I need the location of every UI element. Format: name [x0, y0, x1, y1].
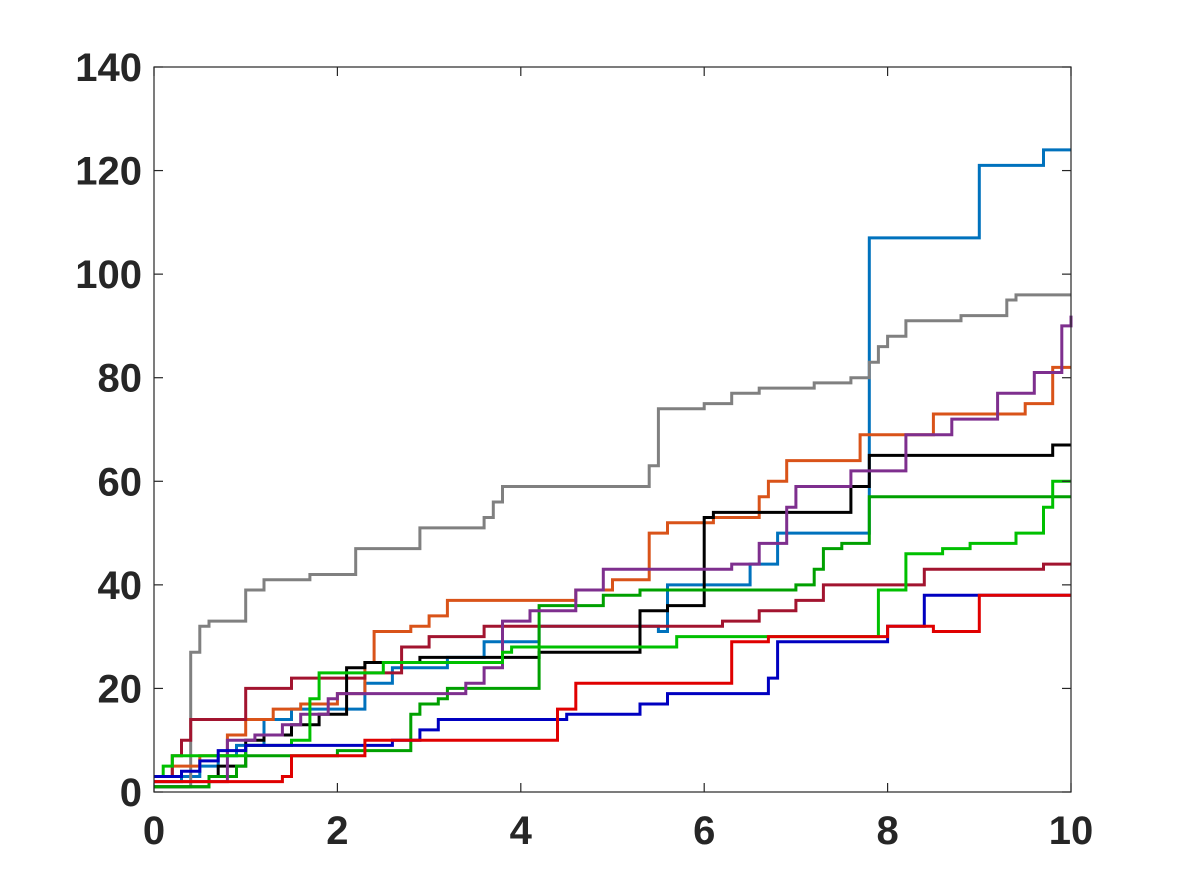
y-tick-label: 40 [98, 564, 143, 608]
series-line-4 [154, 562, 1071, 778]
y-tick-label: 60 [98, 460, 143, 504]
series-line-2 [154, 293, 1071, 789]
y-tick-label: 100 [75, 253, 142, 297]
y-tick-label: 120 [75, 150, 142, 194]
series-line-3 [154, 365, 1071, 778]
x-tick-label: 0 [143, 809, 165, 853]
y-tick-label: 140 [75, 46, 142, 90]
series-line-6 [154, 495, 1071, 789]
x-tick-label: 4 [510, 809, 533, 853]
series-line-5 [154, 443, 1071, 789]
y-tick-label: 20 [98, 667, 143, 711]
y-tick-label: 80 [98, 357, 143, 401]
x-tick-label: 8 [876, 809, 898, 853]
x-tick-label: 6 [693, 809, 715, 853]
series-line-10 [154, 593, 1071, 784]
plot-frame [153, 66, 1072, 793]
series-layer [154, 148, 1073, 789]
x-tick-label: 2 [326, 809, 348, 853]
x-tick-label: 10 [1049, 809, 1094, 853]
series-line-7 [154, 315, 1073, 784]
y-tick-label: 0 [120, 771, 142, 815]
series-line-9 [154, 593, 1071, 778]
